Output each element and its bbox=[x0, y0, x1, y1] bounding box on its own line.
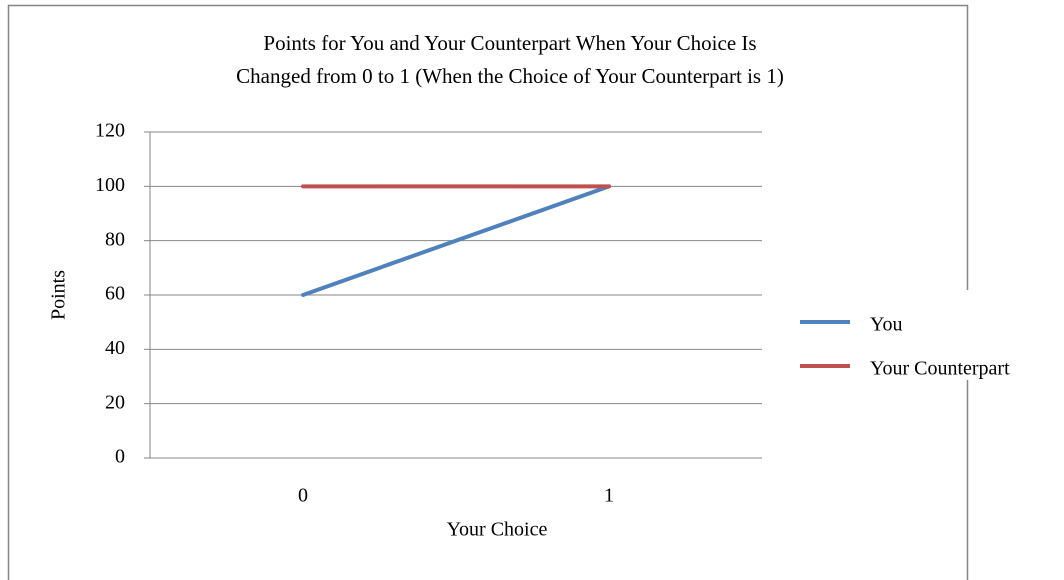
x-tick-label: 1 bbox=[604, 485, 614, 507]
legend-background bbox=[856, 290, 1064, 380]
chart-title: Points for You and Your Counterpart When… bbox=[263, 31, 756, 55]
legend-label: You bbox=[870, 314, 902, 336]
y-axis-title: Points bbox=[48, 270, 70, 320]
chart-title: Changed from 0 to 1 (When the Choice of … bbox=[236, 64, 784, 88]
y-tick-label: 40 bbox=[105, 337, 125, 359]
x-axis-title: Your Choice bbox=[447, 519, 548, 541]
y-tick-label: 20 bbox=[105, 391, 125, 413]
y-tick-label: 80 bbox=[105, 228, 125, 250]
series-line bbox=[301, 184, 611, 297]
chart-border bbox=[7, 4, 969, 580]
y-tick-label: 100 bbox=[95, 174, 125, 196]
y-tick-label: 60 bbox=[105, 283, 125, 305]
x-tick-label: 0 bbox=[298, 485, 308, 507]
y-tick-label: 0 bbox=[115, 446, 125, 468]
legend-label: Your Counterpart bbox=[870, 358, 1010, 380]
y-tick-label: 120 bbox=[95, 120, 125, 142]
